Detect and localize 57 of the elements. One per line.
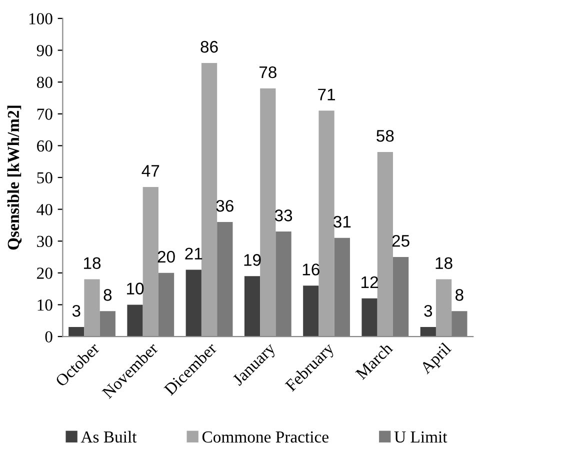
data-label: 58 <box>376 130 394 142</box>
bar <box>303 286 319 337</box>
data-label: 3 <box>424 304 432 317</box>
y-tick-label: 60 <box>37 140 52 152</box>
bar <box>142 187 158 337</box>
data-label: 10 <box>127 282 144 294</box>
y-tick-label: 70 <box>37 108 52 120</box>
data-label: 25 <box>392 234 410 247</box>
data-label: 47 <box>142 165 160 177</box>
data-label: 31 <box>334 216 351 228</box>
bar <box>362 298 378 337</box>
bar <box>318 110 334 337</box>
y-axis-title: Qsensible [kWh/m2] <box>7 106 22 250</box>
bar <box>127 304 143 337</box>
legend-label: As Built <box>80 430 137 443</box>
data-label: 8 <box>456 289 464 301</box>
data-label: 12 <box>362 276 378 288</box>
bar <box>334 238 350 337</box>
data-label: 20 <box>158 250 175 263</box>
y-tick-label: 80 <box>36 76 52 88</box>
bar <box>186 270 202 337</box>
y-tick-label: 20 <box>37 268 52 279</box>
data-label: 18 <box>84 257 101 270</box>
data-label: 16 <box>302 264 320 276</box>
y-tick-label: 30 <box>37 236 52 248</box>
bar <box>436 279 452 337</box>
data-label: 33 <box>274 210 292 222</box>
y-tick-label: 0 <box>45 331 52 342</box>
bar <box>452 311 468 337</box>
data-label: 3 <box>72 304 80 317</box>
bar <box>392 257 409 337</box>
data-label: 19 <box>244 254 261 266</box>
data-label: 71 <box>318 88 335 100</box>
legend-label: U Limit <box>394 431 448 443</box>
bar <box>420 326 436 337</box>
y-tick-label: 40 <box>36 204 52 216</box>
data-label: 18 <box>436 257 452 270</box>
bar <box>68 326 84 337</box>
y-tick-label: 90 <box>36 44 52 56</box>
y-tick-label: 50 <box>37 172 52 184</box>
data-label: 21 <box>185 248 202 260</box>
y-tick-label: 100 <box>29 13 52 24</box>
bar <box>201 62 218 337</box>
y-tick-label: 10 <box>38 299 52 311</box>
bar <box>217 222 233 337</box>
data-label: 86 <box>200 40 218 53</box>
data-label: 8 <box>104 289 112 301</box>
data-label: 78 <box>259 66 276 78</box>
bar <box>377 152 393 337</box>
bar <box>84 279 100 337</box>
bar <box>100 311 116 337</box>
legend-label: Commone Practice <box>202 431 328 443</box>
bar <box>244 276 260 337</box>
data-label: 36 <box>216 200 234 212</box>
bar <box>158 272 174 337</box>
bar <box>260 88 276 337</box>
bar <box>276 232 292 337</box>
